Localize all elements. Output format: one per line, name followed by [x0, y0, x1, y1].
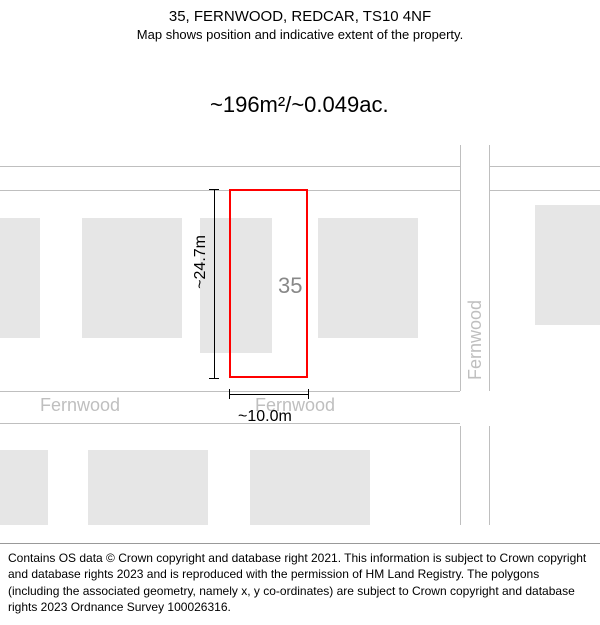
copyright-footer: Contains OS data © Crown copyright and d… — [0, 543, 600, 625]
dim-height-label: ~24.7m — [192, 235, 210, 289]
building — [318, 218, 418, 338]
parcel-line — [0, 166, 600, 167]
building — [82, 218, 182, 338]
road-name-label: Fernwood — [40, 395, 120, 416]
page-subtitle: Map shows position and indicative extent… — [0, 27, 600, 42]
header: 35, FERNWOOD, REDCAR, TS10 4NF Map shows… — [0, 0, 600, 46]
house-number: 35 — [278, 273, 302, 299]
building — [535, 205, 600, 325]
dim-tick — [209, 378, 219, 379]
building — [88, 450, 208, 525]
road-name-label: Fernwood — [465, 300, 486, 380]
building — [0, 450, 48, 525]
page-title: 35, FERNWOOD, REDCAR, TS10 4NF — [0, 8, 600, 25]
dim-tick — [308, 389, 309, 399]
building — [250, 450, 370, 525]
dim-tick — [229, 389, 230, 399]
dim-tick — [209, 189, 219, 190]
map-area: 35FernwoodFernwoodFernwood~24.7m~10.0m — [0, 145, 600, 525]
dim-width-line — [229, 394, 308, 395]
building — [0, 218, 40, 338]
road-join — [460, 391, 492, 426]
dim-height-line — [214, 189, 215, 378]
area-label: ~196m²/~0.049ac. — [210, 92, 389, 118]
dim-width-label: ~10.0m — [238, 408, 292, 426]
